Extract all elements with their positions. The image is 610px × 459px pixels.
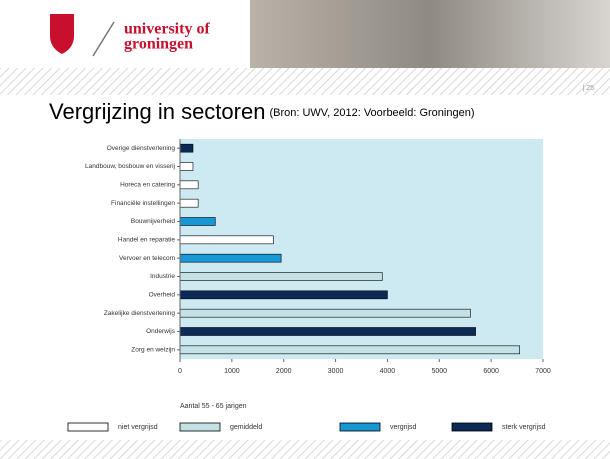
plot-area xyxy=(180,139,543,359)
header-photo xyxy=(250,0,610,68)
y-tick-label: Zorg en welzijn xyxy=(131,347,175,354)
x-tick-label: 1000 xyxy=(224,368,240,375)
bar xyxy=(179,272,383,281)
bar xyxy=(179,162,194,171)
bar xyxy=(179,198,199,208)
legend-swatch xyxy=(451,422,493,432)
legend-swatch xyxy=(179,422,221,432)
x-tick-label: 5000 xyxy=(431,368,447,375)
bar xyxy=(179,143,194,153)
university-name: groningen xyxy=(124,36,193,53)
bar xyxy=(179,290,388,300)
title: Vergrijzing in sectoren xyxy=(49,99,265,124)
y-tick-label: Handel en reparatie xyxy=(118,237,175,244)
divider xyxy=(92,21,115,57)
bar xyxy=(179,217,216,226)
legend-label: sterk vergrijsd xyxy=(502,424,546,431)
university-name: university of xyxy=(124,21,210,38)
x-tick-label: 7000 xyxy=(535,368,551,375)
legend-label: niet vergrijsd xyxy=(118,424,158,431)
x-tick-label: 0 xyxy=(178,368,182,375)
logo xyxy=(50,14,74,54)
subtitle: (Bron: UWV, 2012: Voorbeeld: Groningen) xyxy=(269,107,474,119)
x-axis-label: Aantal 55 - 65 jarigen xyxy=(180,403,247,410)
y-tick-label: Financiële instellingen xyxy=(111,200,175,207)
legend-swatch xyxy=(339,422,381,432)
y-tick-label: Horeca en catering xyxy=(120,182,175,189)
bar xyxy=(179,253,282,263)
hatched-band xyxy=(0,68,610,95)
legend-label: gemiddeld xyxy=(230,424,262,431)
legend-swatch xyxy=(67,422,109,432)
hatched-band xyxy=(0,440,610,459)
bar xyxy=(179,345,520,355)
legend-label: vergrijsd xyxy=(390,424,417,431)
y-tick-label: Vervoer en telecom xyxy=(119,255,175,262)
x-tick-label: 2000 xyxy=(276,368,292,375)
y-tick-label: Onderwijs xyxy=(146,328,176,335)
y-tick-label: Bouwnijverheid xyxy=(131,218,175,225)
bar xyxy=(179,235,274,245)
x-tick-label: 4000 xyxy=(380,368,396,375)
y-tick-label: Overige dienstverlening xyxy=(107,145,176,152)
x-tick-label: 6000 xyxy=(483,368,499,375)
y-tick-label: Overheid xyxy=(149,292,176,299)
x-tick-label: 3000 xyxy=(328,368,344,375)
slide-title: Vergrijzing in sectoren (Bron: UWV, 2012:… xyxy=(49,99,475,124)
page-number: | 25 xyxy=(582,85,594,92)
bar xyxy=(179,308,471,318)
bar xyxy=(179,327,476,336)
bar xyxy=(179,180,199,190)
y-tick-label: Landbouw, bosbouw en visserij xyxy=(85,163,175,170)
y-tick-label: Zakelijke dienstverlening xyxy=(104,310,176,317)
chart: 0 1000 2000 3000 4000 5000 6000 7000 Aantal 55 -… xyxy=(67,139,551,432)
y-tick-label: Industrie xyxy=(150,273,175,280)
